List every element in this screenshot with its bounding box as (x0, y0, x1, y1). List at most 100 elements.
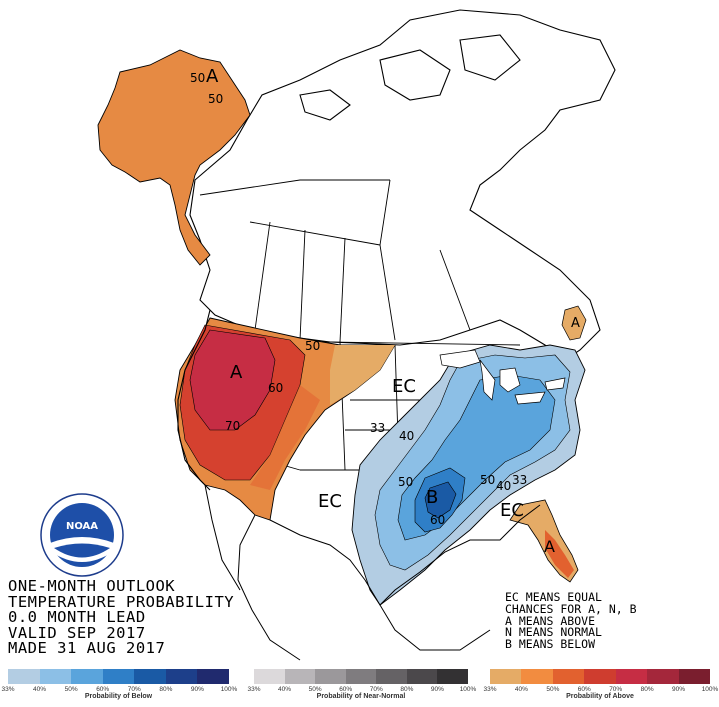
below-region-70 (424, 481, 457, 519)
legend-above-tick: 70% (609, 686, 623, 693)
legend-above-swatch (521, 669, 553, 684)
legend-above-tick: 40% (514, 686, 528, 693)
label-west-A: A (230, 362, 243, 383)
legend-below-tick: 33% (1, 686, 15, 693)
legend-below-tick: 50% (64, 686, 78, 693)
legend-near-tick: 100% (459, 686, 477, 693)
label-se-EC: EC (500, 500, 524, 521)
label-alaska-50b: 50 (208, 92, 223, 106)
title-line-3: 0.0 MONTH LEAD (8, 608, 146, 626)
legend-above-tick: 33% (483, 686, 497, 693)
legend-below-tick: 80% (159, 686, 173, 693)
west-above-band-70 (189, 329, 276, 431)
legend-below-tick: 90% (190, 686, 204, 693)
legend-near-tick: 70% (369, 686, 383, 693)
florida-above-inner (545, 530, 574, 578)
label-below-33b: 33 (512, 473, 527, 487)
legend-below-tick: 60% (96, 686, 110, 693)
legend-above-ticks: 33% 40% 50% 60% 70% 80% 90% 100% (483, 684, 718, 694)
alaska-above-region (97, 49, 251, 266)
legend-near-swatch (284, 669, 316, 684)
label-west-70: 70 (225, 419, 240, 433)
legend-above-swatches (490, 669, 710, 684)
legend-above-swatch (490, 669, 522, 684)
title-line-5: MADE 31 AUG 2017 (8, 639, 166, 657)
legend-below-tick: 40% (33, 686, 47, 693)
label-below-40: 40 (399, 429, 414, 443)
label-west-50: 50 (305, 339, 320, 353)
legend-below-caption: Probability of Below (84, 693, 153, 700)
label-below-B: B (426, 487, 438, 508)
label-west-60: 60 (268, 381, 283, 395)
ec-note-line-1: EC MEANS EQUAL (505, 590, 602, 604)
label-alaska-A: A (206, 66, 219, 87)
legend-near-swatch (315, 669, 346, 684)
label-florida-A: A (544, 537, 555, 556)
label-south-EC: EC (318, 491, 342, 512)
label-below-50b: 50 (480, 473, 495, 487)
legend-above-tick: 60% (577, 686, 591, 693)
ec-note-line-3: A MEANS ABOVE (505, 613, 596, 628)
legend-near-tick: 60% (339, 686, 353, 693)
legend-near-tick: 80% (400, 686, 414, 693)
legend-below-swatch (39, 669, 72, 684)
legend-below-swatch (102, 669, 135, 684)
ec-note-block: EC MEANS EQUAL CHANCES FOR A, N, B A MEA… (505, 590, 637, 652)
legend-above-swatch (615, 669, 648, 684)
legend-below: 33% 40% 50% 60% 70% 80% 90% 100% Probability of… (1, 669, 237, 700)
maine-above-region (561, 305, 587, 341)
legend-above-tick: 100% (701, 686, 719, 693)
legend-near-tick: 90% (430, 686, 444, 693)
legend-above: 33% 40% 50% 60% 70% 80% 90% 100% Probability of… (483, 669, 718, 700)
legend-near: 33% 40% 50% 60% 70% 80% 90% 100% Probability of… (247, 669, 476, 700)
legend-near-swatch (376, 669, 407, 684)
legend-near-swatch (437, 669, 468, 684)
gulf-coast (269, 504, 541, 606)
legend-below-swatch (197, 669, 229, 684)
legend-near-swatch (406, 669, 438, 684)
noaa-logo-text: NOAA (66, 521, 98, 532)
label-alaska-50a: 50 (190, 71, 205, 85)
legend-near-tick: 40% (278, 686, 292, 693)
legend-below-tick: 100% (220, 686, 238, 693)
map-labels: A 50 50 A 70 60 50 EC EC EC A A 33 40 50… (190, 66, 580, 556)
legend-above-caption: Probability of Above (566, 693, 634, 700)
ec-note-line-2: CHANCES FOR A, N, B (505, 601, 637, 616)
label-below-50a: 50 (398, 475, 413, 489)
outlook-title-block: ONE-MONTH OUTLOOK TEMPERATURE PROBABILIT… (8, 577, 235, 657)
title-line-1: ONE-MONTH OUTLOOK (8, 577, 176, 595)
great-lakes (439, 349, 566, 405)
west-above-band-33 (330, 345, 395, 405)
coastline (189, 9, 616, 361)
legend-above-swatch (584, 669, 616, 684)
label-maine-A: A (571, 316, 580, 331)
legend-below-swatches (8, 669, 229, 684)
title-line-4: VALID SEP 2017 (8, 623, 146, 642)
legend-near-tick: 33% (247, 686, 261, 693)
legend-near-swatch (345, 669, 377, 684)
legend-below-swatch (71, 669, 103, 684)
label-below-40b: 40 (496, 479, 511, 493)
legend-near-swatch (254, 669, 285, 684)
legend-near-tick: 50% (308, 686, 322, 693)
ec-note-line-5: B MEANS BELOW (505, 637, 596, 652)
label-below-60: 60 (430, 513, 445, 527)
legend-below-ticks: 33% 40% 50% 60% 70% 80% 90% 100% (1, 684, 237, 694)
legend-near-ticks: 33% 40% 50% 60% 70% 80% 90% 100% (247, 684, 476, 694)
legend-above-tick: 90% (672, 686, 686, 693)
west-above-band-50 (250, 385, 320, 490)
legend-above-tick: 50% (546, 686, 560, 693)
legend-above-swatch (552, 669, 585, 684)
baja (204, 484, 241, 591)
legend-near-caption: Probability of Near-Normal (316, 693, 406, 700)
label-below-33: 33 (370, 421, 385, 435)
legend-below-swatch (8, 669, 40, 684)
legend-below-swatch (134, 669, 166, 684)
legend-above-tick: 80% (640, 686, 654, 693)
legend-below-swatch (165, 669, 198, 684)
mexico-coast (237, 514, 491, 661)
title-line-2: TEMPERATURE PROBABILITY (8, 592, 235, 611)
pacific-coast (177, 309, 211, 491)
legend-above-swatch (678, 669, 710, 684)
